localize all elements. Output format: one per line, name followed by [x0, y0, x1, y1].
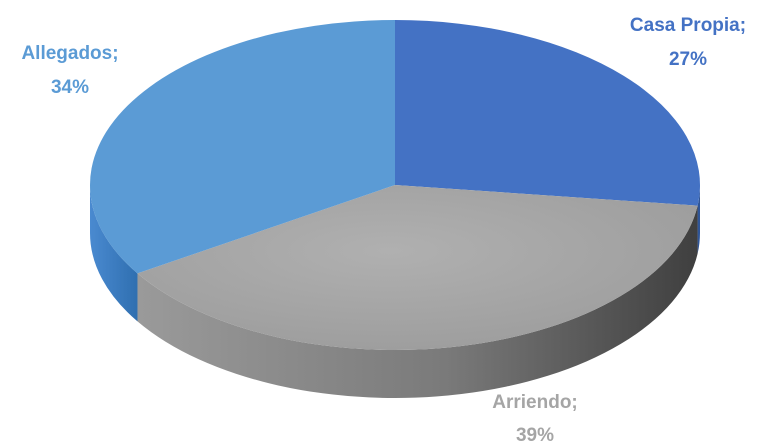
label-casa-propia-value: 27%	[669, 49, 707, 70]
label-casa-propia-name: Casa Propia;	[630, 15, 746, 36]
pie-tops	[90, 20, 700, 350]
label-arriendo-value: 39%	[516, 425, 554, 444]
label-allegados-name: Allegados;	[21, 43, 118, 64]
slice-casa-propia	[395, 20, 700, 206]
slice-allegados	[90, 20, 395, 274]
slice-side-casa-propia	[697, 185, 700, 254]
slice-arriendo	[137, 185, 698, 350]
pie-sides	[90, 185, 700, 398]
slice-side-arriendo	[137, 205, 698, 398]
slice-side-allegados	[90, 185, 138, 322]
label-allegados-value: 34%	[51, 77, 89, 98]
label-arriendo-name: Arriendo;	[492, 392, 578, 413]
